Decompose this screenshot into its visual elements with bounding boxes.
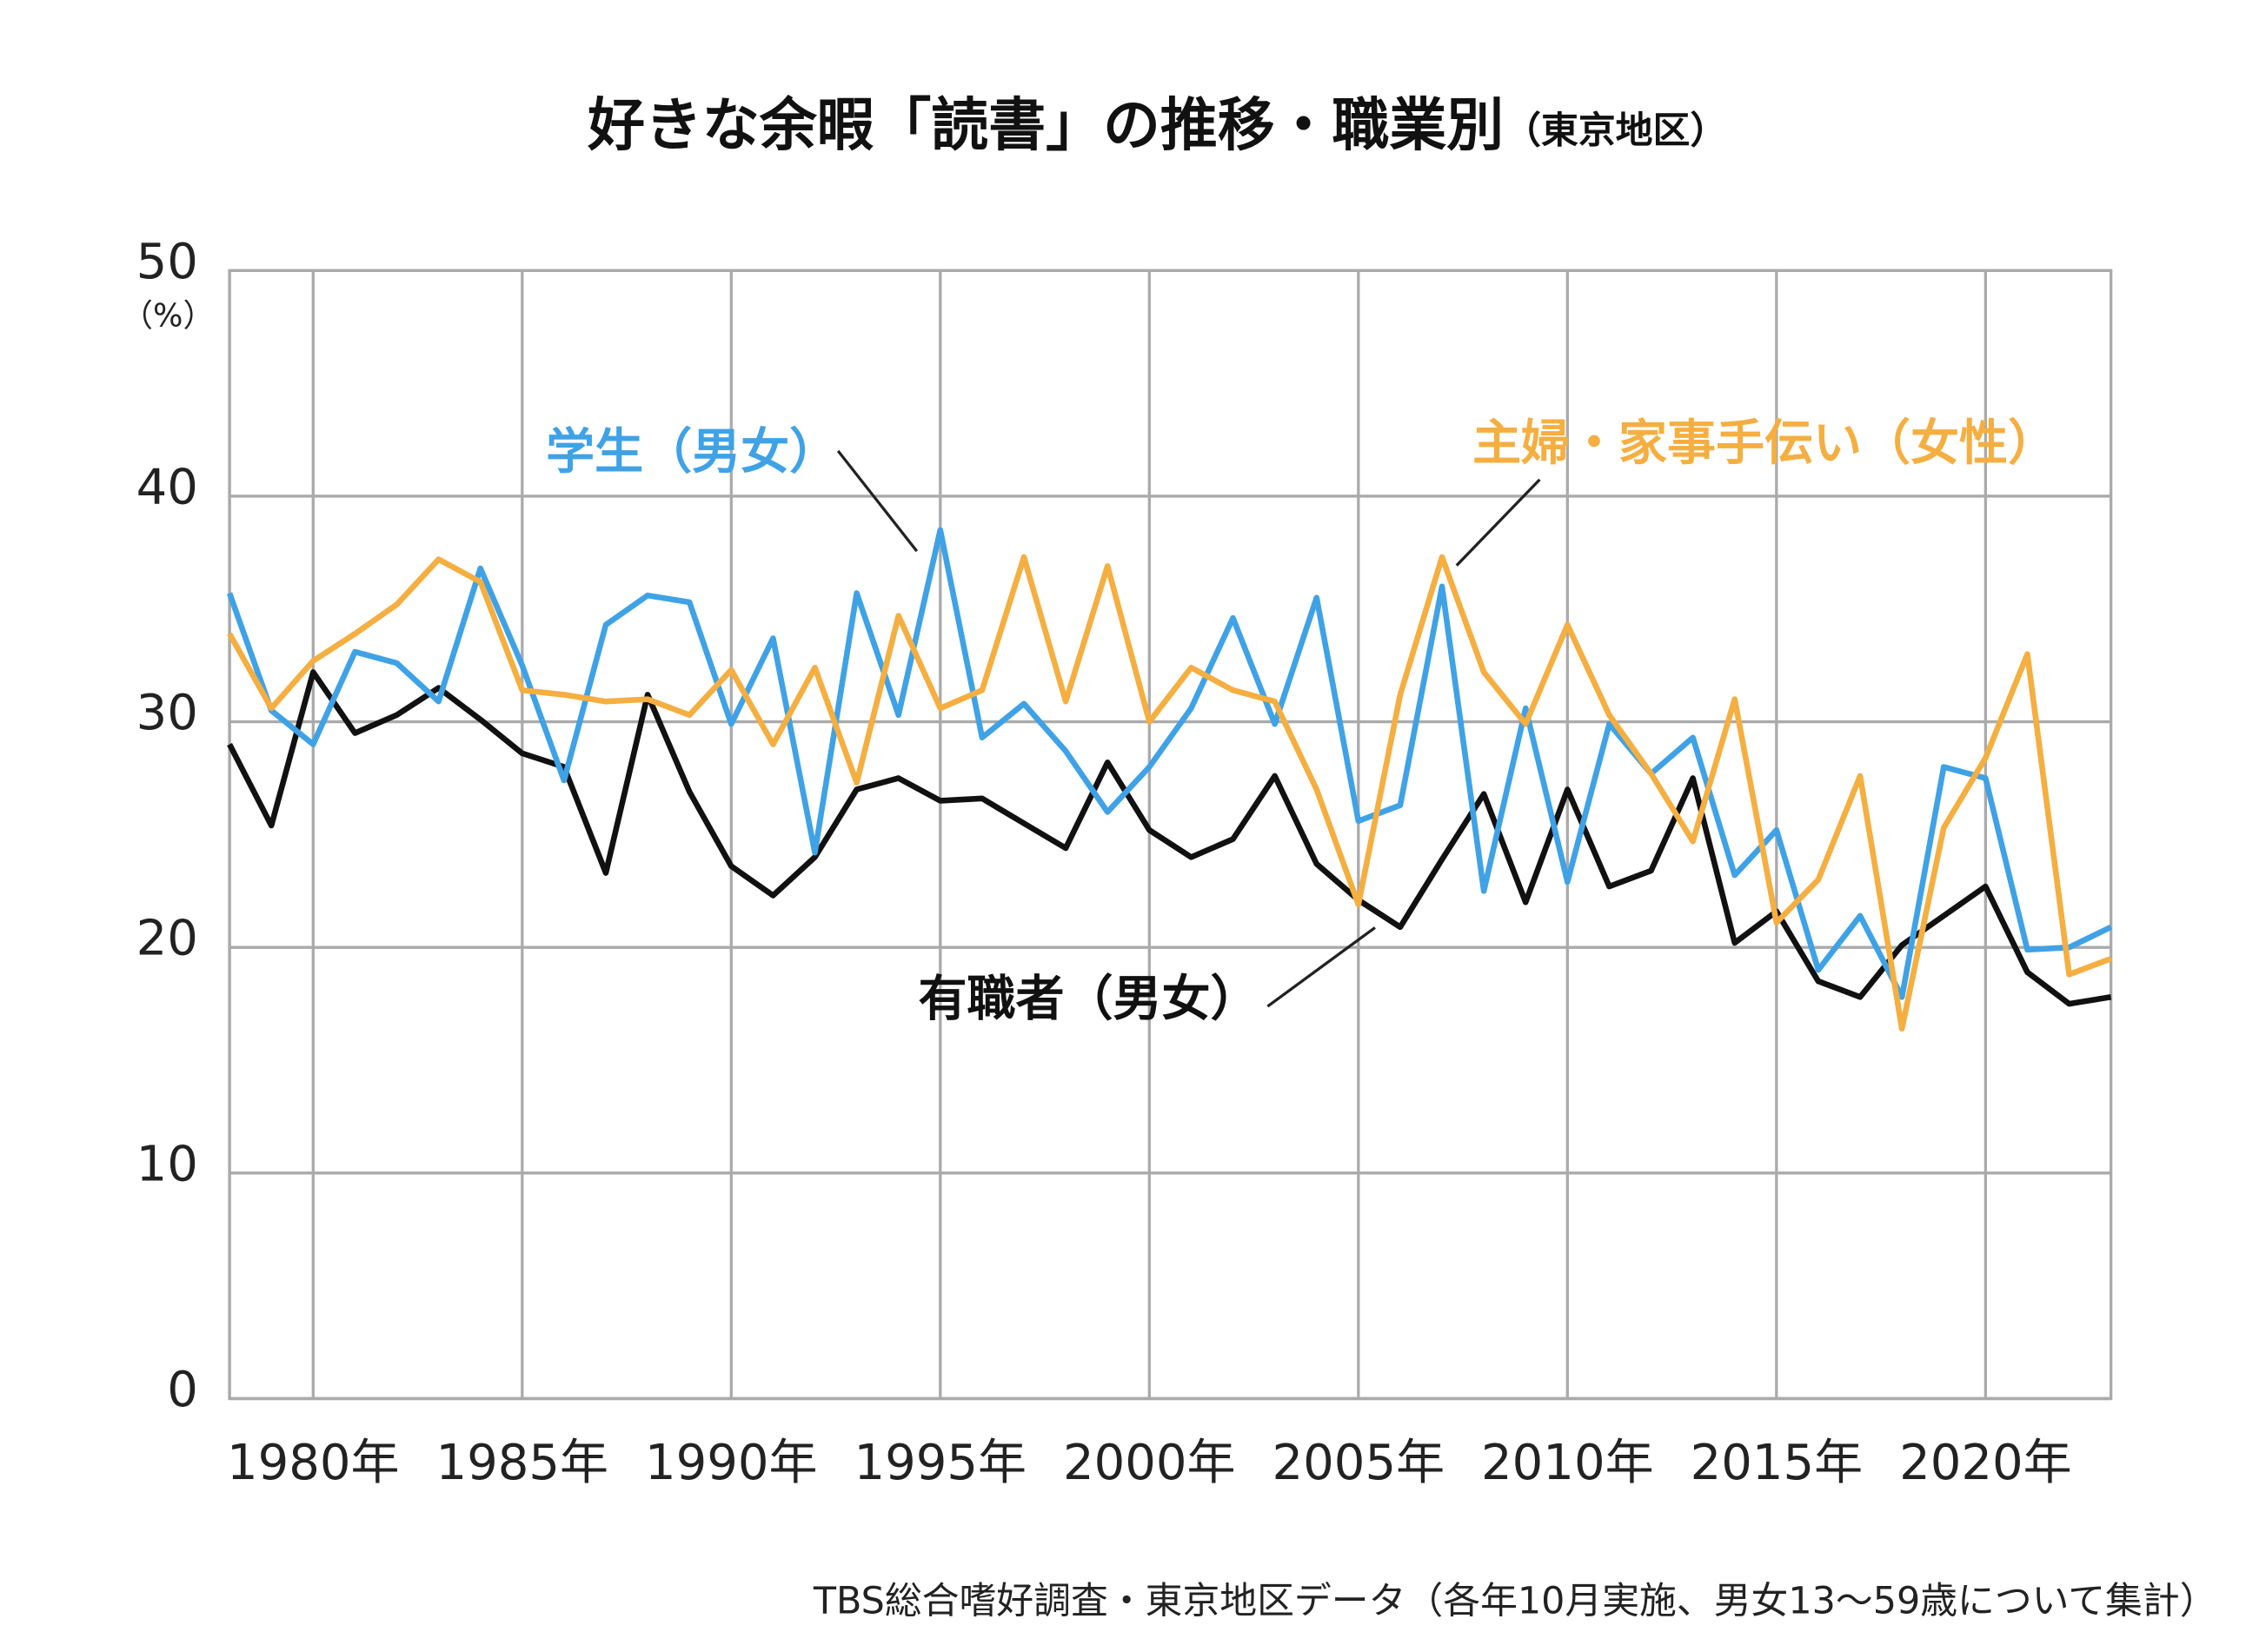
x-tick-label: 2020年 — [1899, 1435, 2072, 1491]
x-tick-label: 2000年 — [1063, 1435, 1236, 1491]
series-label: 学生（男女） — [546, 424, 838, 481]
leader-line — [1266, 926, 1376, 1008]
leader-line — [1455, 478, 1541, 567]
y-tick-label: 20 — [136, 911, 198, 967]
plot: 0 10 20 30 40 50 1980年 1985年 1990年 1995年 2000年 2005… — [136, 234, 2113, 1491]
series-line — [227, 554, 2112, 1032]
series-label: 主婦・家事手伝い（女性） — [1472, 415, 2057, 472]
source: TBS総合嗜好調査・東京地区データ（各年10月実施、男女13〜59歳について集計… — [813, 1579, 2217, 1622]
y-unit: （%） — [122, 297, 215, 335]
y-tick-label: 40 — [136, 460, 198, 516]
series-line — [227, 669, 2112, 1007]
series-label: 有職者（男女） — [918, 971, 1259, 1027]
y-tick-label: 10 — [136, 1136, 198, 1192]
leader-line — [836, 449, 919, 553]
chart-title: 好きな余暇「読書」の推移・職業別 — [587, 91, 1504, 158]
x-tick-label: 1980年 — [227, 1435, 400, 1491]
y-tick-label: 50 — [136, 234, 198, 290]
title-note: （東京地区） — [1504, 109, 1727, 153]
x-tick-label: 2015年 — [1691, 1435, 1864, 1491]
x-tick-label: 1995年 — [854, 1435, 1027, 1491]
x-tick-label: 2005年 — [1273, 1435, 1445, 1491]
series-line — [226, 527, 2113, 1000]
leader-lines — [836, 449, 1541, 1008]
x-tick-label: 1985年 — [436, 1435, 609, 1491]
x-tick-label: 2010年 — [1481, 1435, 1654, 1491]
y-tick-label: 0 — [167, 1362, 198, 1418]
x-tick-label: 1990年 — [645, 1435, 818, 1491]
y-tick-label: 30 — [136, 685, 198, 741]
